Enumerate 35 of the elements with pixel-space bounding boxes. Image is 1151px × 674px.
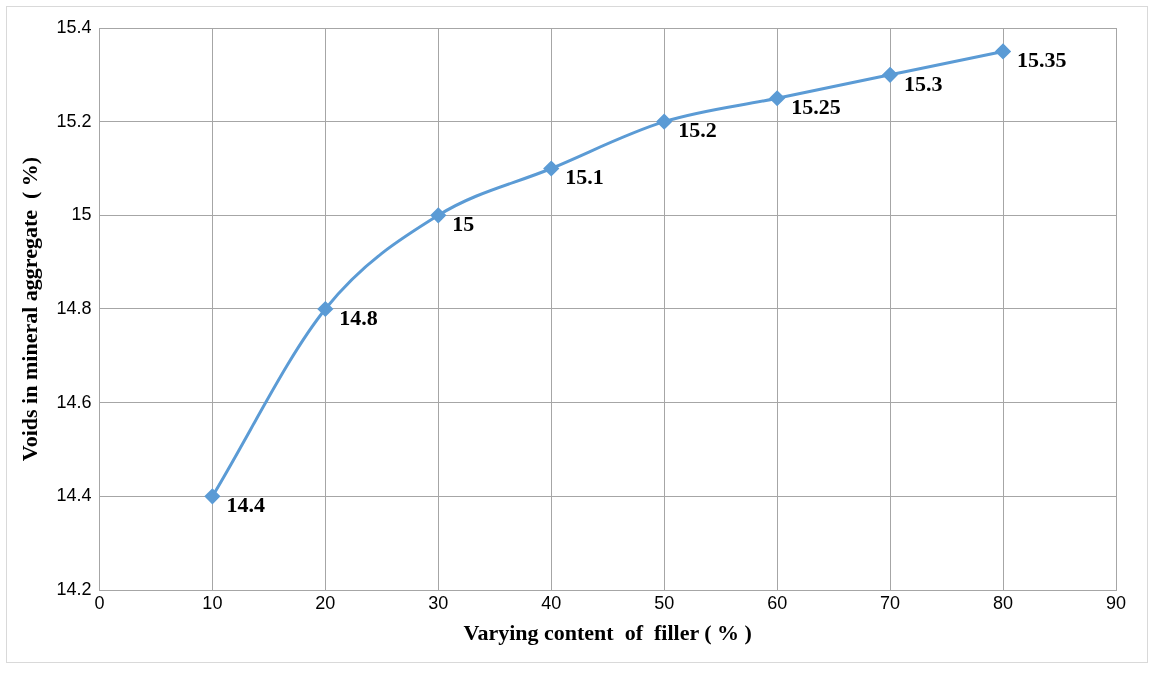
point (769, 90, 785, 106)
x-tick-label: 0 (94, 592, 105, 613)
x-axis-title: Varying content of filler ( % ) (463, 620, 752, 646)
y-tick-label: 15 (71, 204, 92, 225)
x-tick-label: 50 (654, 592, 675, 613)
data-label: 15.25 (791, 93, 841, 119)
point (882, 67, 898, 83)
point (430, 207, 446, 223)
data-label: 15.1 (565, 164, 604, 190)
x-tick-label: 40 (541, 592, 562, 613)
point (204, 488, 220, 504)
x-tick-label: 80 (993, 592, 1014, 613)
x-tick-label: 20 (315, 592, 336, 613)
point (317, 301, 333, 317)
y-tick-label: 14.2 (56, 578, 92, 599)
x-tick-label: 70 (880, 592, 901, 613)
data-label: 15.35 (1017, 47, 1067, 73)
point (995, 43, 1011, 59)
y-tick-label: 15.4 (56, 16, 92, 37)
y-tick-label: 15.2 (56, 110, 92, 131)
x-tick-label: 90 (1105, 592, 1127, 613)
x-tick-label: 10 (202, 592, 223, 613)
data-label: 14.8 (339, 304, 378, 330)
y-tick-label: 14.8 (56, 297, 92, 318)
x-tick-label: 30 (428, 592, 449, 613)
data-label: 14.4 (226, 492, 265, 518)
x-tick-label: 60 (767, 592, 788, 613)
data-label: 15.2 (678, 117, 717, 143)
data-label: 15.3 (904, 70, 943, 96)
data-label: 15 (452, 211, 475, 237)
y-axis-title: Voids in mineral aggregate ( %) (16, 156, 42, 462)
point (656, 114, 672, 130)
point (543, 161, 559, 176)
y-tick-label: 14.6 (56, 391, 92, 412)
y-tick-label: 14.4 (56, 485, 92, 506)
